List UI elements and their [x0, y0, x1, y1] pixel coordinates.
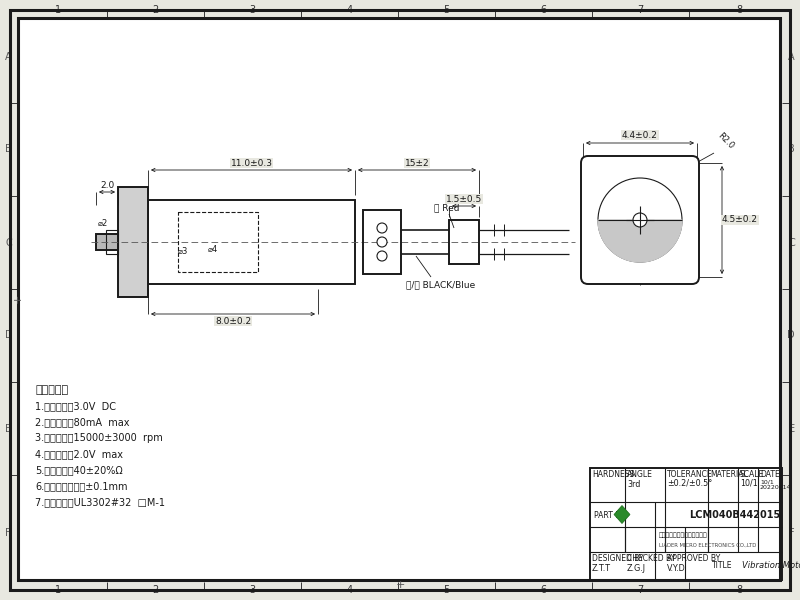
Text: 2.颗定电流：80mA  max: 2.颗定电流：80mA max [35, 417, 130, 427]
Circle shape [633, 213, 647, 227]
Text: 4: 4 [346, 585, 353, 595]
Text: ±0.2/±0.5°: ±0.2/±0.5° [667, 479, 712, 488]
Text: 6.未注公差尺寸为±0.1mm: 6.未注公差尺寸为±0.1mm [35, 481, 127, 491]
Text: 2.0: 2.0 [100, 181, 114, 190]
Text: 10/1: 10/1 [740, 479, 758, 488]
Text: Z.G.J: Z.G.J [627, 564, 646, 573]
Text: 6: 6 [541, 585, 546, 595]
Text: PART NO: PART NO [594, 511, 627, 520]
Polygon shape [614, 505, 630, 523]
Text: B: B [788, 145, 795, 154]
Bar [363, 210, 401, 274]
Bar [178, 212, 258, 272]
Text: 10/1: 10/1 [760, 479, 774, 484]
Text: 立得微电子（惠州）有限公司: 立得微电子（惠州）有限公司 [659, 532, 708, 538]
Text: 2: 2 [152, 5, 158, 15]
Text: E: E [5, 424, 11, 433]
Text: 5: 5 [443, 585, 450, 595]
Text: 技术要求：: 技术要求： [35, 385, 68, 395]
Text: DESIGNED BY: DESIGNED BY [592, 554, 644, 563]
Text: 4: 4 [346, 5, 353, 15]
Text: 7: 7 [638, 585, 644, 595]
Text: TOLERANCE: TOLERANCE [667, 470, 713, 479]
Text: SCALE: SCALE [740, 470, 764, 479]
Text: 8: 8 [737, 585, 742, 595]
Text: A: A [788, 52, 795, 61]
Text: ⌀2: ⌀2 [98, 219, 108, 228]
Text: ANGLE: ANGLE [627, 470, 653, 479]
Circle shape [598, 178, 682, 262]
Text: E: E [789, 424, 795, 433]
Text: 3: 3 [250, 5, 255, 15]
Text: HARDNESS: HARDNESS [592, 470, 634, 479]
Text: ⌀4: ⌀4 [208, 245, 218, 254]
Text: 黑/蓝 BLACK/Blue: 黑/蓝 BLACK/Blue [406, 280, 475, 289]
Bar [118, 187, 148, 297]
Text: APPROVED BY: APPROVED BY [667, 554, 720, 563]
Text: 6: 6 [541, 5, 546, 15]
Text: C: C [788, 238, 795, 247]
Text: C: C [5, 238, 12, 247]
Text: 1.颗定电压：3.0V  DC: 1.颗定电压：3.0V DC [35, 401, 116, 411]
Text: 5.端子阻抗：40±20%Ω: 5.端子阻抗：40±20%Ω [35, 465, 122, 475]
Bar [106, 230, 118, 254]
Text: 4.4±0.2: 4.4±0.2 [622, 130, 658, 139]
Text: 1: 1 [55, 5, 62, 15]
Circle shape [377, 223, 387, 233]
Text: 1: 1 [55, 585, 62, 595]
Text: MATERIAL: MATERIAL [710, 470, 748, 479]
Text: V.Y.D: V.Y.D [667, 564, 686, 573]
Text: F: F [5, 527, 10, 538]
Text: 2: 2 [152, 585, 158, 595]
Bar [590, 468, 782, 580]
Circle shape [377, 237, 387, 247]
Text: 5: 5 [443, 5, 450, 15]
Text: D: D [5, 331, 13, 340]
Text: Vibration Motor: Vibration Motor [742, 560, 800, 569]
Text: 1.5±0.5: 1.5±0.5 [446, 194, 482, 203]
Text: 8.0±0.2: 8.0±0.2 [215, 317, 251, 325]
Text: 7.导线规格：UL3302#32  □M-1: 7.导线规格：UL3302#32 □M-1 [35, 497, 165, 507]
Text: DATE: DATE [760, 470, 780, 479]
Text: 8: 8 [737, 5, 742, 15]
Text: LIADER MICRO ELECTRONICS CO.,LTD: LIADER MICRO ELECTRONICS CO.,LTD [659, 542, 756, 547]
Polygon shape [598, 220, 682, 262]
Circle shape [377, 251, 387, 261]
Text: Z.T.T: Z.T.T [592, 564, 611, 573]
Bar [449, 220, 479, 264]
Text: +: + [13, 293, 23, 302]
Text: 红 Red: 红 Red [434, 203, 459, 212]
Text: LCM040B442015: LCM040B442015 [689, 510, 780, 520]
Text: +: + [395, 580, 405, 590]
Text: A: A [5, 52, 12, 61]
Text: 15±2: 15±2 [405, 158, 430, 167]
Text: 20220614: 20220614 [760, 485, 791, 490]
Text: ⌀3: ⌀3 [178, 247, 188, 256]
Text: 11.0±0.3: 11.0±0.3 [230, 158, 273, 167]
Text: 3.颗定转速：15000±3000  rpm: 3.颗定转速：15000±3000 rpm [35, 433, 162, 443]
Text: CHECKED BY: CHECKED BY [627, 554, 675, 563]
Text: 4.起动电压：2.0V  max: 4.起动电压：2.0V max [35, 449, 123, 459]
Text: F: F [790, 527, 795, 538]
Text: 3rd: 3rd [627, 480, 640, 489]
Text: 3: 3 [250, 585, 255, 595]
Text: B: B [5, 145, 12, 154]
Text: D: D [787, 331, 795, 340]
FancyBboxPatch shape [581, 156, 699, 284]
Bar [96, 234, 118, 250]
Text: R2.0: R2.0 [716, 131, 736, 151]
Text: TITLE: TITLE [712, 560, 733, 569]
Text: 4.5±0.2: 4.5±0.2 [722, 215, 758, 224]
Bar [148, 200, 355, 284]
Text: 7: 7 [638, 5, 644, 15]
